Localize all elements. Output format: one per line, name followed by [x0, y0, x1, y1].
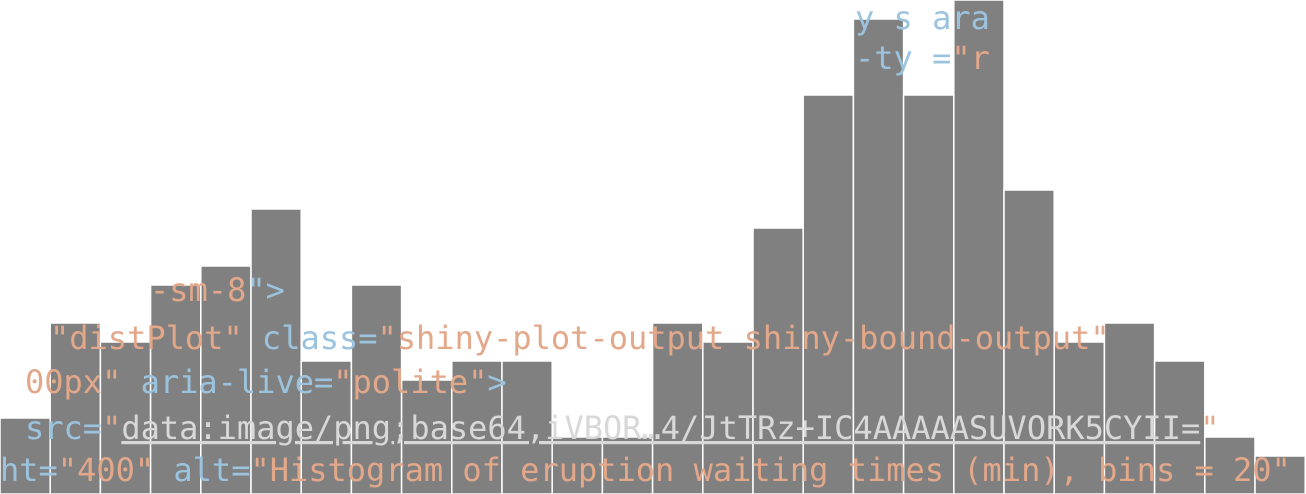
histogram-bar — [99, 341, 152, 494]
histogram-bar — [1254, 455, 1306, 494]
code-token: -sm-8 — [150, 271, 246, 309]
code-line: "distPlot" class="shiny-plot-output shin… — [50, 319, 1110, 357]
code-line: src="data:image/png;base64,iVBOR…4/JtTRz… — [25, 409, 1219, 447]
histogram-bar — [501, 360, 553, 494]
code-token: "r — [951, 39, 990, 77]
code-token: 00px" — [25, 363, 121, 401]
histogram-bar — [852, 18, 905, 494]
code-line: ht="400" alt="Histogram of eruption wait… — [0, 451, 1291, 489]
code-token: "> — [246, 271, 285, 309]
code-line: 00px" aria-live="polite"> — [25, 363, 507, 401]
histogram-bar — [1204, 436, 1256, 494]
code-line: -ty ="r — [855, 39, 990, 77]
code-line: -sm-8"> — [150, 271, 285, 309]
histogram-bar — [1103, 322, 1156, 494]
histogram-bar — [551, 436, 604, 494]
code-token: > — [487, 363, 506, 401]
code-token: y s ara — [855, 0, 990, 37]
histogram-bar — [1153, 360, 1206, 494]
histogram-bar — [601, 436, 654, 494]
code-token: " — [102, 409, 121, 447]
code-token: data:image/png;base64,iVBOR…4/JtTRz+IC4A… — [121, 409, 1200, 447]
code-line: y s ara — [855, 0, 990, 37]
histogram-bar — [250, 208, 302, 494]
histogram-bar — [902, 94, 955, 494]
code-token: "distPlot" — [50, 319, 243, 357]
code-token: "shiny-plot-output shiny-bound-output" — [378, 319, 1110, 357]
code-token: " — [1200, 409, 1219, 447]
histogram-bar — [1003, 189, 1055, 494]
histogram-bar — [200, 265, 252, 494]
code-token: "400" — [58, 451, 154, 489]
histogram-bar — [702, 341, 754, 494]
histogram-bar — [1053, 341, 1106, 494]
code-token: src= — [25, 409, 102, 447]
histogram-bar — [953, 0, 1005, 494]
code-token: -ty = — [855, 39, 951, 77]
histogram-bar — [350, 284, 403, 494]
code-token: class= — [243, 319, 378, 357]
code-token: alt= — [154, 451, 250, 489]
histogram-bar — [400, 379, 453, 494]
code-token: ht= — [0, 451, 58, 489]
histogram-bar — [752, 227, 804, 494]
code-token: aria-live= — [121, 363, 333, 401]
code-token: "Histogram of eruption waiting times (mi… — [250, 451, 1290, 489]
histogram-bar — [0, 417, 51, 494]
code-token: "polite" — [333, 363, 487, 401]
